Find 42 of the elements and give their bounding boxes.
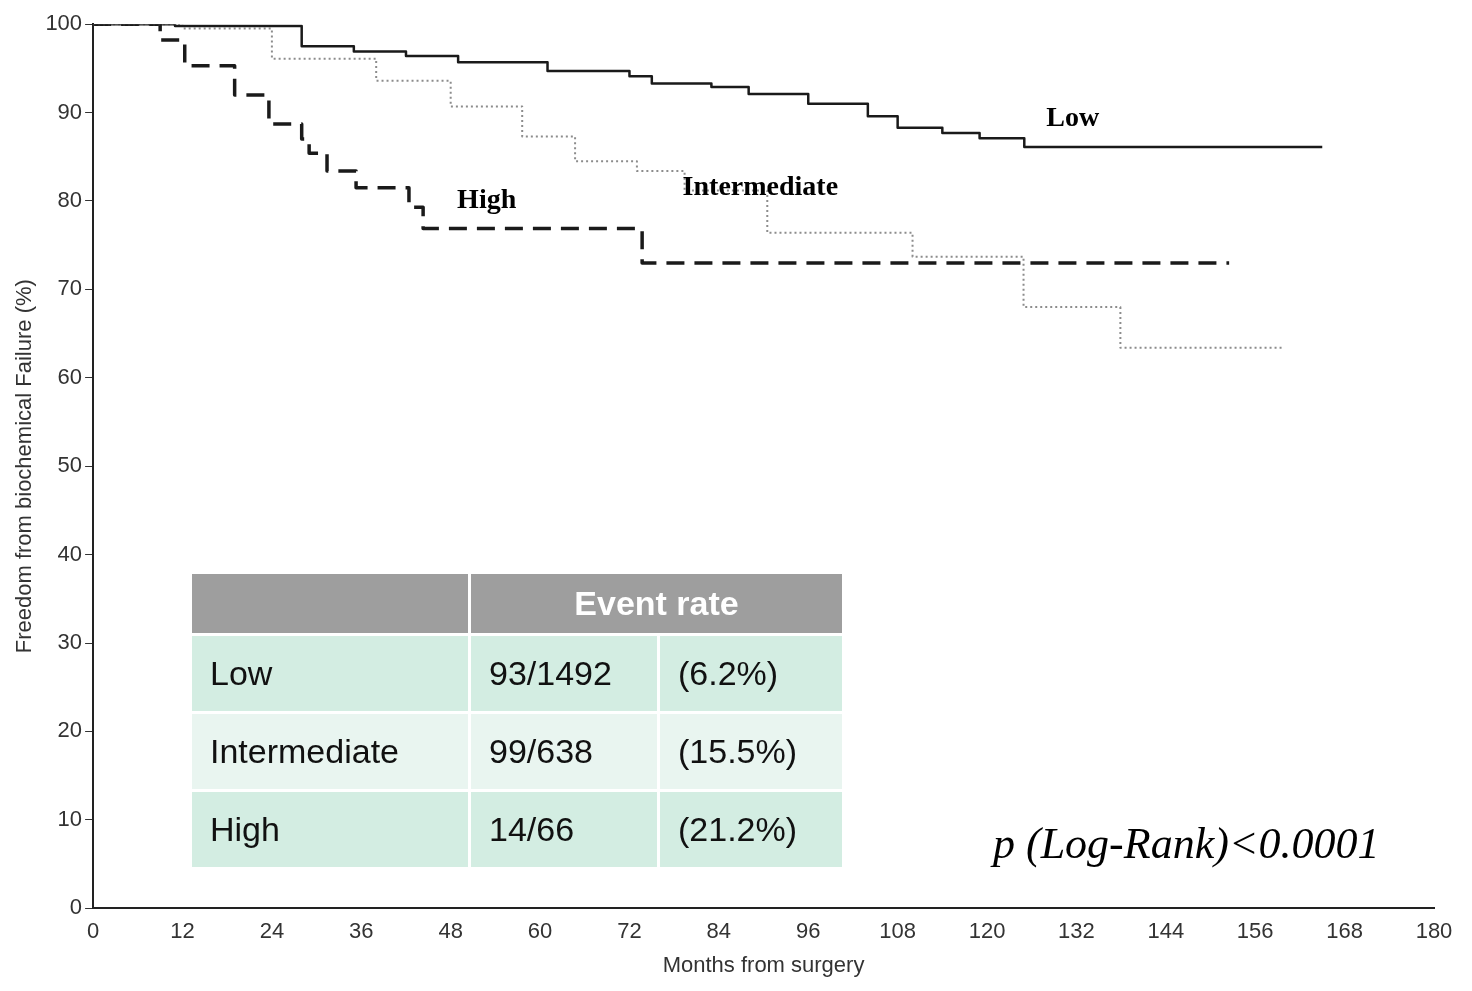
x-tick-label: 48 (438, 918, 463, 944)
y-tick-label: 80 (57, 187, 83, 213)
annotation: (15.5%) (658, 712, 844, 791)
y-tick-label: 50 (57, 452, 83, 478)
x-tick-label: 156 (1236, 918, 1274, 944)
y-tick-label: 40 (57, 540, 83, 566)
x-tick-label: 108 (879, 918, 916, 944)
y-tick-label: 60 (57, 363, 83, 389)
x-tick-label: 180 (1415, 918, 1453, 944)
x-tick-label: 12 (170, 918, 195, 944)
y-tick-label: 10 (57, 805, 83, 831)
x-tick-label: 0 (86, 918, 100, 944)
x-tick-label: 168 (1326, 918, 1363, 944)
x-tick-label: 24 (259, 918, 285, 944)
annotation: 99/638 (469, 712, 659, 791)
annotation: 14/66 (469, 790, 659, 869)
y-tick-label: 90 (57, 98, 83, 124)
x-tick-label: 96 (796, 918, 821, 944)
y-tick-label: 0 (69, 894, 83, 920)
y-tick-label: 70 (57, 275, 83, 301)
x-tick-label: 144 (1147, 918, 1185, 944)
x-tick-label: 120 (968, 918, 1006, 944)
annotation: (6.2%) (658, 634, 844, 713)
series-label: High (457, 182, 517, 214)
text: Intermediate (210, 732, 399, 770)
y-tick-label: 30 (57, 629, 83, 655)
annotation: Event rate (469, 572, 844, 635)
text: Low (210, 654, 273, 692)
series-label: Intermediate (682, 169, 839, 201)
x-tick-label: 60 (527, 918, 553, 944)
annotation: (21.2%) (658, 790, 844, 869)
x-tick-label: 132 (1058, 918, 1095, 944)
x-tick-label: 84 (706, 918, 732, 944)
x-tick-label: 72 (617, 918, 642, 944)
y-axis-title: Freedom from biochemical Failure (%) (11, 279, 37, 654)
y-tick-label: 20 (57, 717, 83, 743)
y-tick-label: 100 (45, 10, 83, 36)
text: High (210, 810, 280, 848)
series-label: Low (1046, 101, 1100, 133)
x-axis-title: Months from surgery (662, 951, 865, 977)
annotation: 93/1492 (469, 634, 659, 713)
x-tick-label: 36 (349, 918, 374, 944)
